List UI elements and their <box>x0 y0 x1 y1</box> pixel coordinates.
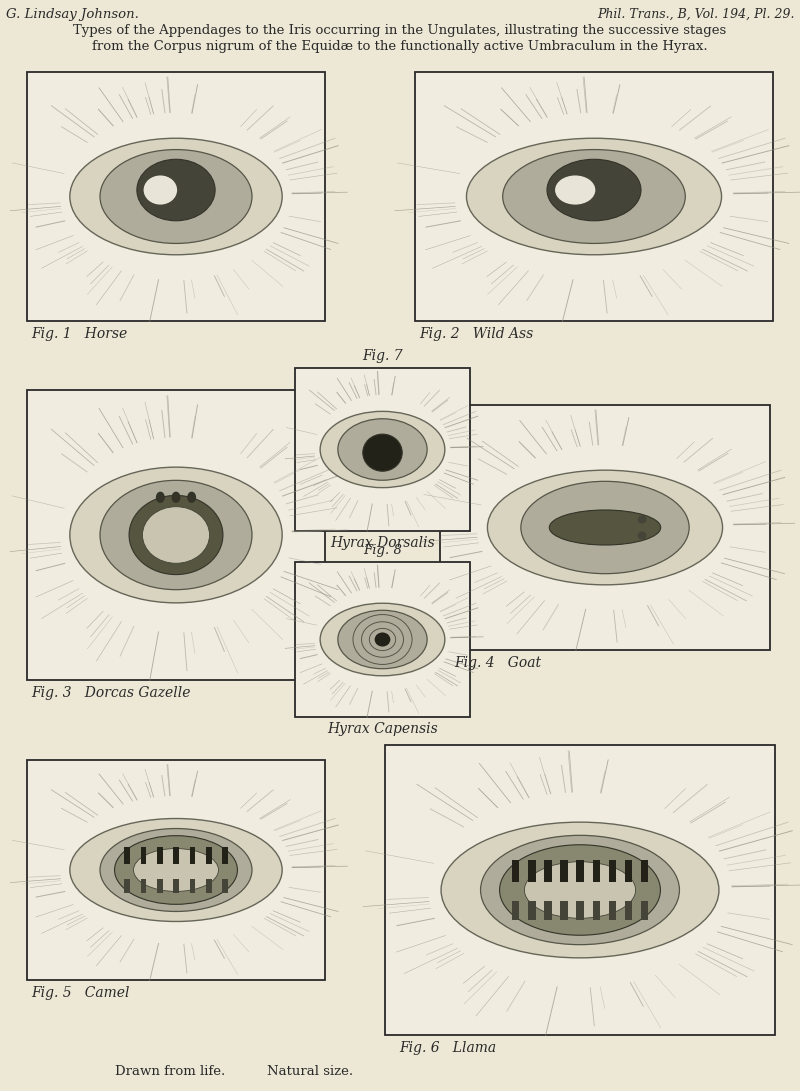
Bar <box>295 368 470 531</box>
Bar <box>625 901 632 920</box>
Bar <box>561 901 568 920</box>
Bar <box>593 901 600 920</box>
Ellipse shape <box>638 531 646 539</box>
Bar <box>512 860 519 883</box>
Ellipse shape <box>70 818 282 922</box>
Text: Drawn from life.: Drawn from life. <box>115 1065 225 1078</box>
Bar <box>544 860 552 883</box>
Text: Fig. 6   Llama: Fig. 6 Llama <box>399 1041 496 1055</box>
Ellipse shape <box>555 176 595 205</box>
Bar <box>222 847 228 864</box>
Bar <box>27 72 325 321</box>
Ellipse shape <box>171 492 181 503</box>
Bar <box>157 878 162 892</box>
Ellipse shape <box>466 139 722 255</box>
Bar <box>206 847 212 864</box>
Ellipse shape <box>114 836 238 904</box>
Text: Fig. 8: Fig. 8 <box>363 544 402 558</box>
Text: Natural size.: Natural size. <box>267 1065 353 1078</box>
Ellipse shape <box>143 176 177 205</box>
Bar <box>609 860 616 883</box>
Ellipse shape <box>100 149 252 243</box>
Bar <box>593 860 600 883</box>
Bar <box>625 860 632 883</box>
Text: Fig. 7: Fig. 7 <box>362 349 403 363</box>
Bar <box>385 745 775 1035</box>
Bar <box>512 901 519 920</box>
Bar <box>141 878 146 892</box>
Text: Fig. 3   Dorcas Gazelle: Fig. 3 Dorcas Gazelle <box>31 686 190 700</box>
Bar <box>641 860 648 883</box>
Bar <box>544 901 552 920</box>
Ellipse shape <box>638 516 646 524</box>
Bar <box>440 405 770 650</box>
Ellipse shape <box>550 509 661 546</box>
Ellipse shape <box>320 411 445 488</box>
Ellipse shape <box>137 159 215 220</box>
Bar <box>577 860 584 883</box>
Ellipse shape <box>100 828 252 911</box>
Ellipse shape <box>142 506 210 563</box>
Bar <box>641 901 648 920</box>
Ellipse shape <box>374 633 390 647</box>
Ellipse shape <box>320 603 445 675</box>
Ellipse shape <box>499 844 661 935</box>
Bar <box>577 901 584 920</box>
Bar <box>157 847 162 864</box>
Bar <box>174 878 179 892</box>
Ellipse shape <box>70 139 282 255</box>
Ellipse shape <box>502 149 686 243</box>
Text: Fig. 5   Camel: Fig. 5 Camel <box>31 986 130 1000</box>
Bar <box>528 901 535 920</box>
Ellipse shape <box>187 492 196 503</box>
Bar <box>222 878 228 892</box>
Ellipse shape <box>100 480 252 589</box>
Bar <box>295 562 470 717</box>
Bar <box>609 901 616 920</box>
Bar <box>124 847 130 864</box>
Ellipse shape <box>70 467 282 603</box>
Ellipse shape <box>338 419 427 480</box>
Ellipse shape <box>481 836 679 945</box>
Text: Fig. 1   Horse: Fig. 1 Horse <box>31 327 127 341</box>
Bar <box>561 860 568 883</box>
Bar <box>124 878 130 892</box>
Text: Hyrax Dorsalis: Hyrax Dorsalis <box>330 536 435 550</box>
Ellipse shape <box>129 495 223 575</box>
Ellipse shape <box>521 481 689 574</box>
Text: Hyrax Capensis: Hyrax Capensis <box>327 722 438 736</box>
Ellipse shape <box>338 610 427 669</box>
Text: Fig. 2   Wild Ass: Fig. 2 Wild Ass <box>419 327 534 341</box>
Bar <box>27 760 325 980</box>
Text: Fig. 4   Goat: Fig. 4 Goat <box>454 656 541 670</box>
Ellipse shape <box>525 862 635 919</box>
Bar <box>528 860 535 883</box>
Ellipse shape <box>134 849 218 891</box>
Text: Types of the Appendages to the Iris occurring in the Ungulates, illustrating the: Types of the Appendages to the Iris occu… <box>74 24 726 37</box>
Ellipse shape <box>547 159 641 220</box>
Text: G. Lindsay Johnson.: G. Lindsay Johnson. <box>6 8 139 21</box>
Bar <box>190 847 195 864</box>
Text: from the Corpus nigrum of the Equidæ to the functionally active Umbraculum in th: from the Corpus nigrum of the Equidæ to … <box>92 40 708 53</box>
Ellipse shape <box>487 470 722 585</box>
Bar <box>141 847 146 864</box>
Ellipse shape <box>363 434 402 471</box>
Ellipse shape <box>441 823 719 958</box>
Bar <box>190 878 195 892</box>
Ellipse shape <box>156 492 165 503</box>
Bar <box>27 389 325 680</box>
Bar <box>415 72 773 321</box>
Bar <box>206 878 212 892</box>
Text: Phil. Trans., B, Vol. 194, Pl. 29.: Phil. Trans., B, Vol. 194, Pl. 29. <box>598 8 795 21</box>
Bar <box>174 847 179 864</box>
